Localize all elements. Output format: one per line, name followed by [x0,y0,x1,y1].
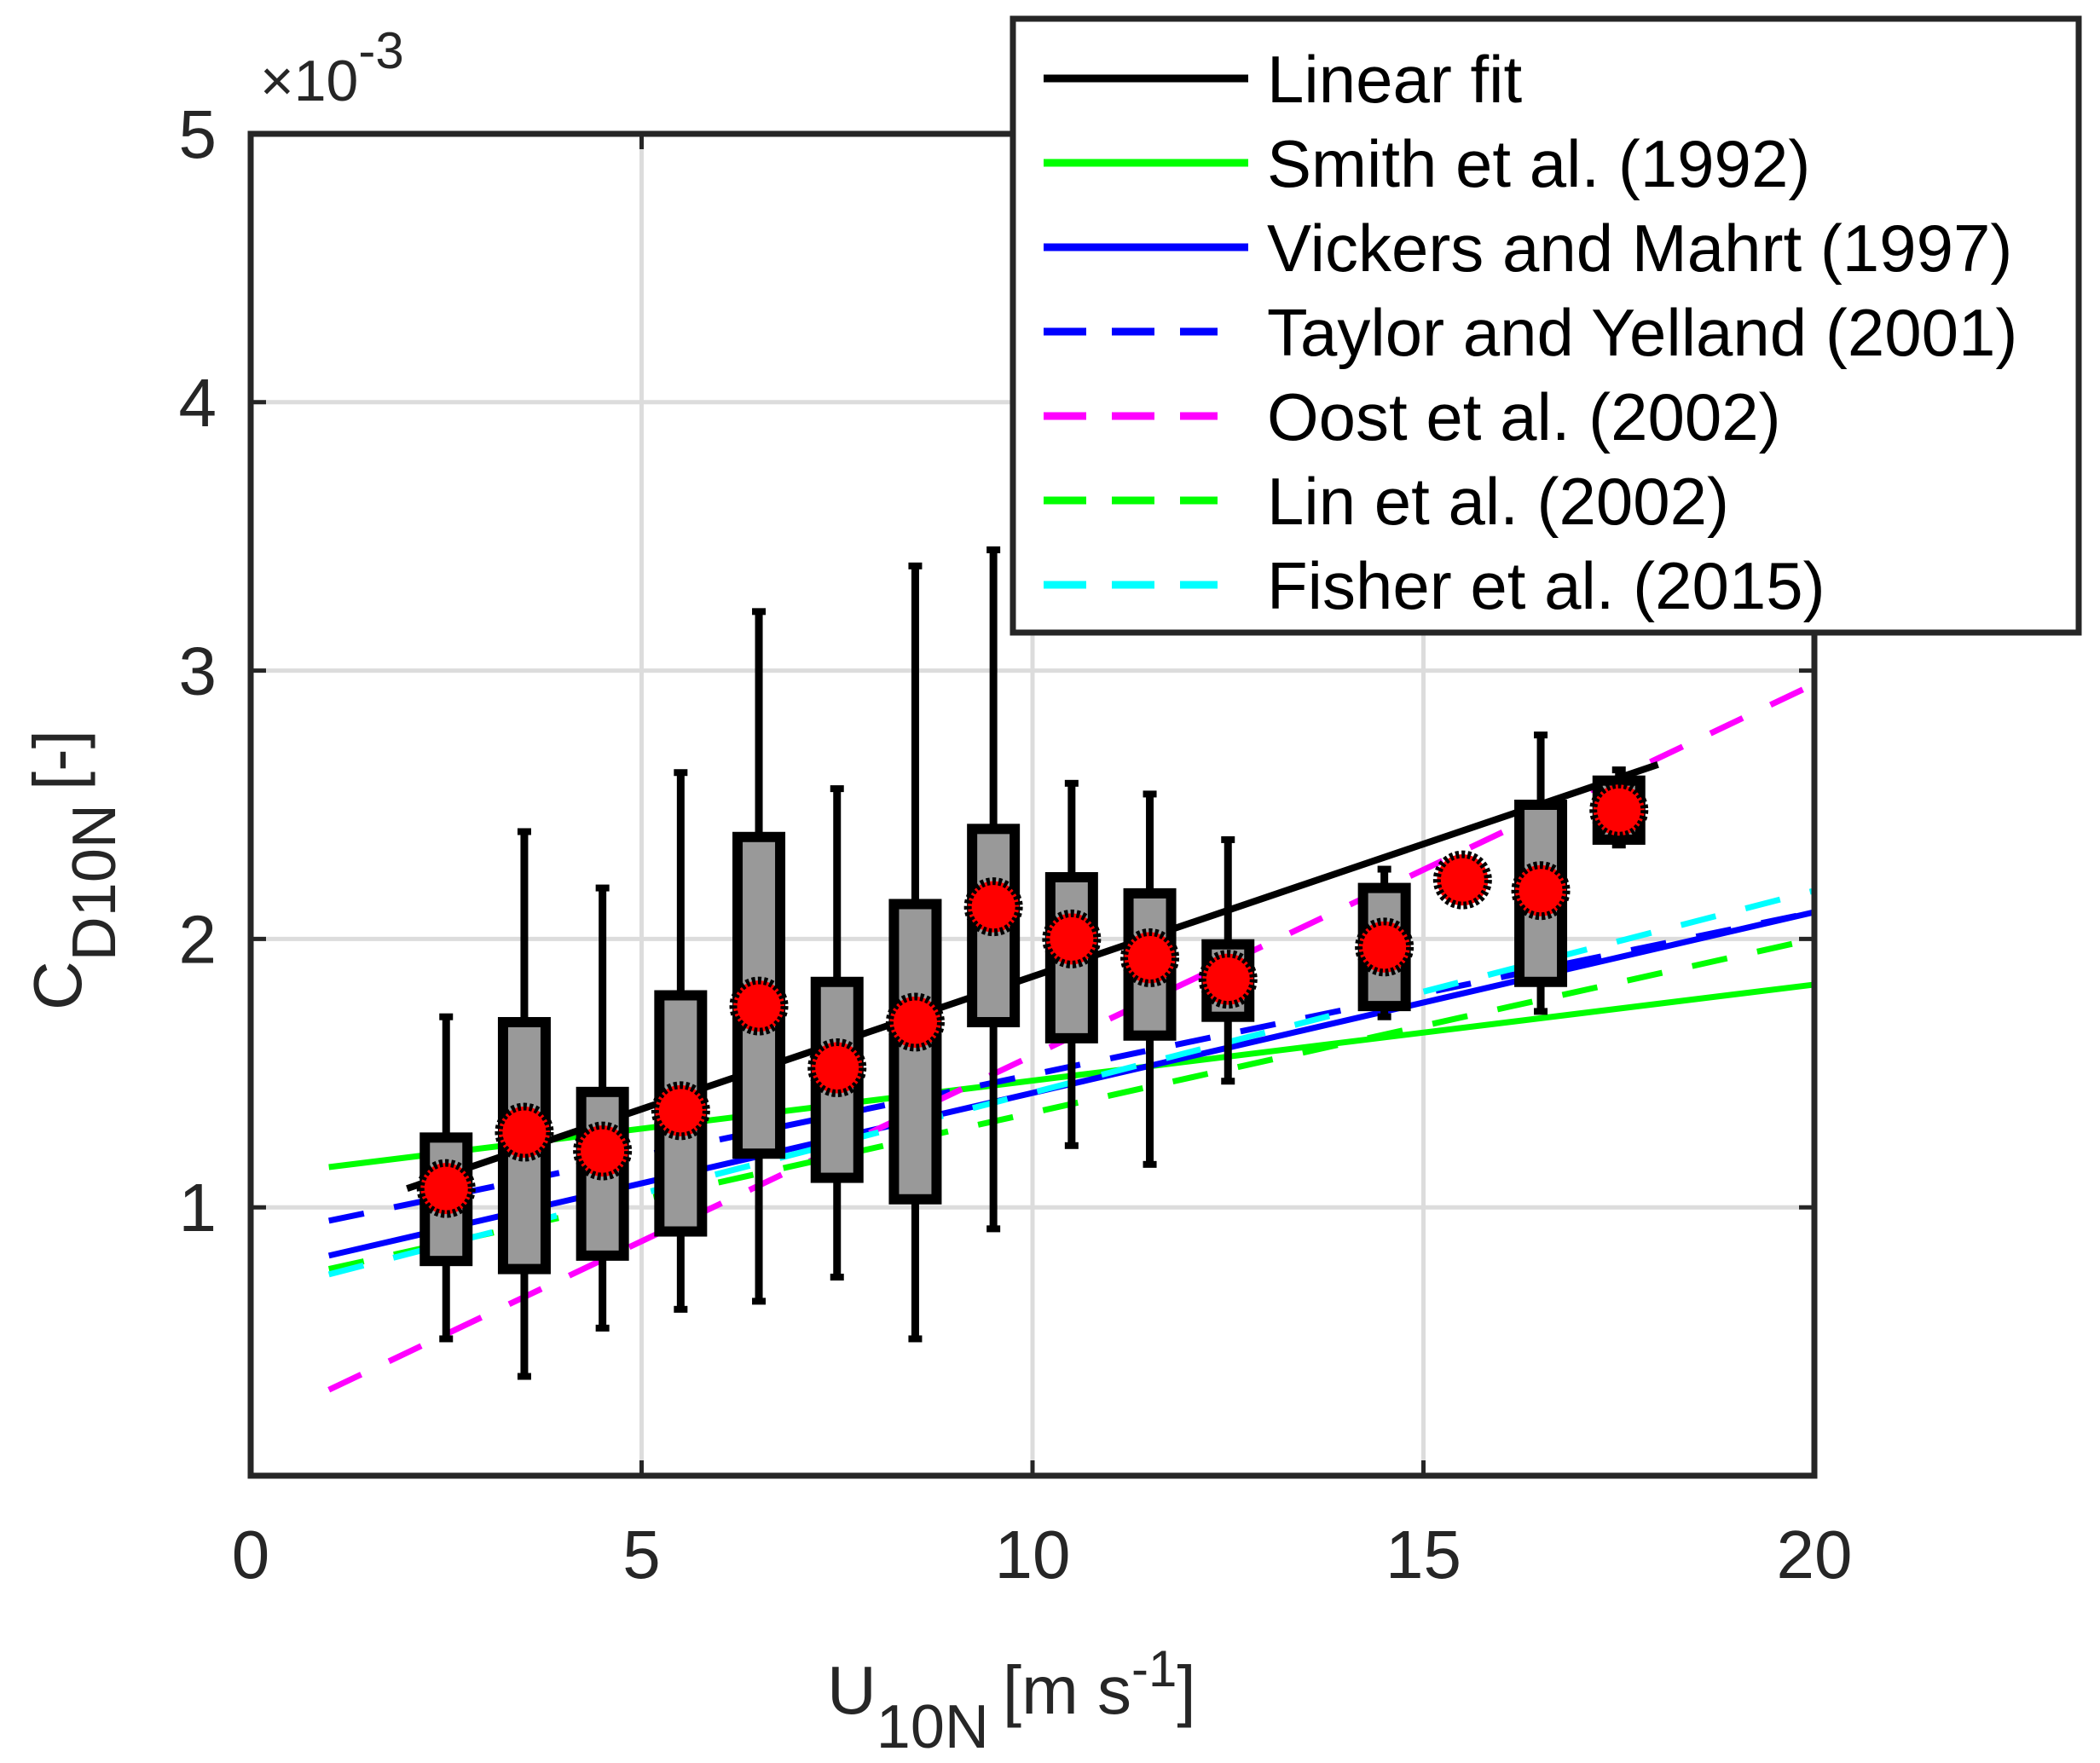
legend-item: Lin et al. (2002) [1044,464,1729,539]
whisker-cap-high [439,1013,454,1020]
whisker-cap-high [674,769,688,777]
mean-marker [495,1102,554,1162]
x-tick-label: 20 [1777,1517,1853,1592]
legend-label: Oost et al. (2002) [1267,379,1781,454]
legend-item: Smith et al. (1992) [1044,126,1810,201]
y-exponent-label: ×10-3 [260,22,404,113]
y-exponent-power: -3 [358,22,403,79]
axis-ticks: 0 5 10 15 20 1 2 3 4 5 [179,96,1853,1592]
x-axis-title-unit-sup: -1 [1131,1640,1177,1697]
whisker-cap-high [1377,865,1391,873]
whisker-cap-low [439,1335,454,1343]
whisker-cap-high [1611,766,1626,774]
x-axis-title-unit-close: ] [1177,1652,1195,1728]
mean-marker [807,1038,867,1098]
whisker-cap-high [1221,835,1235,843]
y-tick-label: 2 [179,901,217,977]
whisker-cap-low [830,1274,844,1281]
legend-label: Vickers and Mahrt (1997) [1267,211,2012,286]
y-exponent-prefix: ×10 [260,49,358,113]
mean-marker [1355,917,1414,977]
legend-label: Fisher et al. (2015) [1267,548,1825,623]
y-axis-title-sub: D10N [61,804,129,961]
legend-item: Linear fit [1044,42,1522,117]
whisker-cap-low [674,1305,688,1313]
box [888,899,942,1205]
whisker-cap-low [1064,1142,1079,1149]
mean-marker [1511,861,1571,921]
whisker-cap-high [1534,731,1548,739]
mean-marker [1198,950,1258,1009]
mean-marker [729,976,789,1036]
legend-box [1010,15,2082,636]
mean-marker [885,992,945,1052]
whisker-cap-high [830,785,844,793]
whisker-cap-low [752,1298,767,1305]
mean-markers [416,780,1649,1218]
whisker-cap-high [1064,779,1079,787]
legend-item: Vickers and Mahrt (1997) [1044,211,2012,286]
x-axis-title: U10N [m s-1] [827,1640,1196,1761]
x-tick-label: 15 [1386,1517,1461,1592]
legend-label: Smith et al. (1992) [1267,126,1810,201]
x-axis-title-main: U [827,1652,876,1728]
whisker-cap-low [1143,1160,1157,1168]
whisker-cap-high [517,828,531,835]
whisker-cap-low [1377,1013,1391,1020]
y-axis-title-unit: [-] [20,730,95,790]
legend-items: Linear fit Smith et al. (1992) Vickers and… [1044,42,2017,623]
y-tick-label: 5 [179,96,217,172]
mean-marker [1120,928,1180,987]
y-tick-label: 1 [179,1170,217,1246]
y-tick-label: 3 [179,633,217,709]
whisker-cap-high [908,562,923,569]
mean-marker [1589,780,1649,840]
legend-label: Linear fit [1267,42,1522,117]
mean-marker [416,1159,476,1218]
mean-marker [1042,909,1102,968]
x-tick-label: 5 [622,1517,661,1592]
y-axis-title: CD10N [-] [20,730,129,1010]
whisker-cap-low [986,1225,1001,1233]
mean-marker [651,1081,710,1141]
legend-item: Taylor and Yelland (2001) [1044,295,2017,370]
x-axis-title-sub: 10N [876,1693,989,1761]
x-axis-title-unit: [m s [1003,1652,1131,1728]
whisker-cap-high [595,884,610,892]
legend-label: Taylor and Yelland (2001) [1267,295,2017,370]
whisker-cap-low [1534,1008,1548,1015]
mean-marker [963,877,1023,937]
whisker-cap-high [986,546,1001,553]
x-tick-label: 0 [232,1517,270,1592]
y-axis-title-main: C [20,961,95,1010]
y-tick-label: 4 [179,365,217,441]
whisker-cap-low [908,1335,923,1343]
whisker-cap-high [752,608,767,616]
x-tick-label: 10 [995,1517,1071,1592]
whisker-cap-high [1143,790,1157,798]
whisker-cap-low [1221,1078,1235,1085]
whisker-cap-low [595,1324,610,1332]
mean-marker [1432,850,1492,910]
whisker-cap-low [517,1373,531,1380]
mean-marker [573,1121,633,1181]
whisker-cap-low [1611,841,1626,849]
legend-item: Oost et al. (2002) [1044,379,1781,454]
legend-label: Lin et al. (2002) [1267,464,1729,539]
legend-item: Fisher et al. (2015) [1044,548,1825,623]
legend: Linear fit Smith et al. (1992) Vickers and… [1010,15,2082,636]
